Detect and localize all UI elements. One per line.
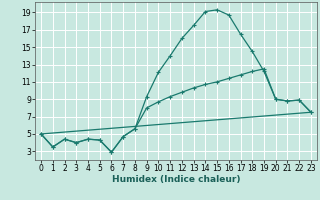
- X-axis label: Humidex (Indice chaleur): Humidex (Indice chaleur): [112, 175, 240, 184]
